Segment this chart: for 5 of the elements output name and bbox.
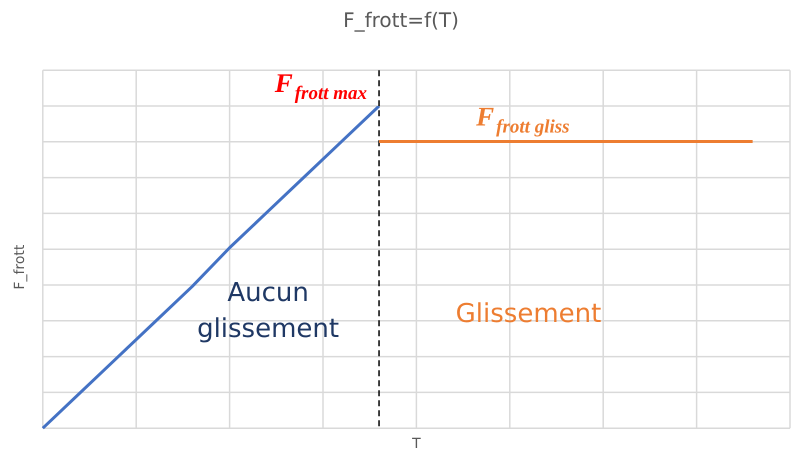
y-axis-title: F_frott: [12, 244, 28, 290]
annotation: Aucun glissement: [197, 278, 340, 344]
chart-title: F_frott=f(T): [343, 8, 459, 32]
annotation: Glissement: [456, 299, 602, 330]
x-axis-title: T: [411, 436, 422, 452]
